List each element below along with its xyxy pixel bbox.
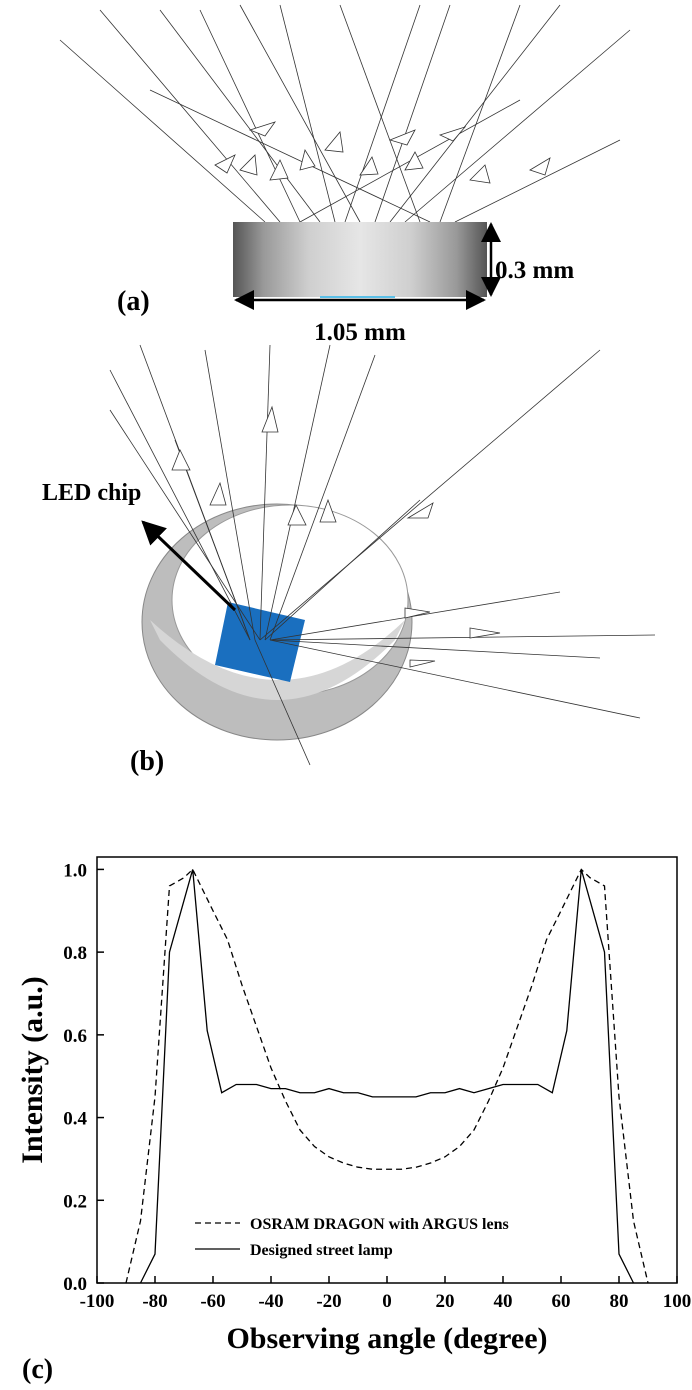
panel-label: (c) xyxy=(22,1354,53,1385)
width-label: 1.05 mm xyxy=(314,319,406,346)
x-tick-label: -80 xyxy=(142,1291,167,1312)
y-tick-label: 0.0 xyxy=(63,1274,87,1295)
x-tick-label: 0 xyxy=(382,1291,392,1312)
x-axis-label: Observing angle (degree) xyxy=(226,1322,547,1355)
y-tick-label: 0.4 xyxy=(63,1109,87,1130)
panel-b: LED chip (b) xyxy=(42,345,655,777)
figure: 0.3 mm 1.05 mm (a) xyxy=(0,0,692,1390)
x-tick-label: 100 xyxy=(663,1291,692,1312)
legend-label: OSRAM DRAGON with ARGUS lens xyxy=(250,1216,509,1233)
x-tick-label: 80 xyxy=(610,1291,629,1312)
panel-label: (a) xyxy=(117,286,150,317)
page: 0.3 mm 1.05 mm (a) xyxy=(0,0,692,1390)
lens xyxy=(233,222,487,297)
x-tick-label: -60 xyxy=(200,1291,225,1312)
y-tick-label: 0.6 xyxy=(63,1026,87,1047)
y-tick-label: 1.0 xyxy=(63,860,87,881)
rays-a xyxy=(60,5,630,222)
height-label: 0.3 mm xyxy=(495,257,574,284)
panel-label: (b) xyxy=(130,746,164,777)
y-tick-label: 0.2 xyxy=(63,1191,87,1212)
x-tick-label: 20 xyxy=(436,1291,455,1312)
legend-label: Designed street lamp xyxy=(250,1242,393,1259)
x-tick-label: 40 xyxy=(494,1291,513,1312)
chip-label: LED chip xyxy=(42,480,141,506)
x-tick-label: 60 xyxy=(552,1291,571,1312)
x-tick-label: -20 xyxy=(316,1291,341,1312)
y-tick-label: 0.8 xyxy=(63,943,87,964)
x-tick-label: -40 xyxy=(258,1291,283,1312)
panel-a: 0.3 mm 1.05 mm (a) xyxy=(60,5,630,346)
y-axis-label: Intensity (a.u.) xyxy=(16,976,49,1164)
